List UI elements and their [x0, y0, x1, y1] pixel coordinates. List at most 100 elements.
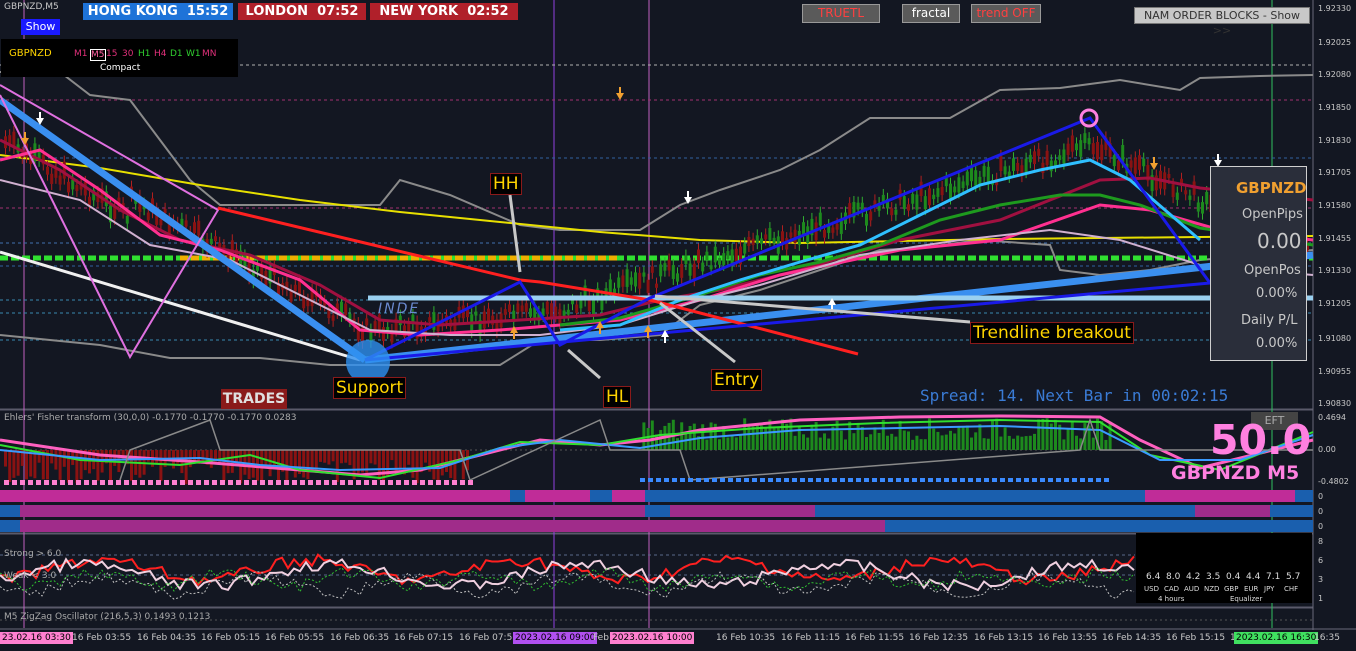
signal-arrow-down — [616, 87, 624, 100]
candle-body — [860, 202, 864, 212]
candle-body — [1175, 192, 1179, 200]
candle-body — [768, 228, 772, 241]
fisher-dot — [340, 480, 345, 485]
candle-body — [1188, 195, 1192, 200]
time-tick: 16 Feb 11:55 — [845, 633, 905, 643]
fisher-hist-bar — [1049, 423, 1053, 450]
currency-strength-meter — [1136, 533, 1312, 603]
time-tick: 16 Feb 10:35 — [716, 633, 776, 643]
fisher-hist-bar — [692, 423, 696, 450]
fisher-hist-bar — [739, 434, 742, 450]
fisher-dot — [1000, 478, 1005, 482]
band-tick: 0 — [1318, 492, 1324, 501]
candle-body — [1091, 143, 1095, 155]
fisher-signal-grey — [119, 417, 1313, 482]
price-tick: 1.91830 — [1318, 136, 1352, 145]
candle-body — [1184, 190, 1188, 195]
candle-body — [1205, 191, 1209, 205]
truetl-button[interactable]: TRUETL — [802, 4, 880, 23]
price-tick: 1.91080 — [1318, 334, 1352, 343]
fisher-hist-bar — [827, 438, 831, 450]
chart-symbol-title: GBPNZD,M5 — [4, 2, 59, 12]
fisher-hist-bar — [1024, 436, 1028, 450]
fisher-hist-bar — [348, 450, 352, 466]
fisher-hist-bar — [155, 450, 159, 465]
fisher-hist-bar — [722, 425, 726, 450]
timeframe-m1[interactable]: M1 — [74, 49, 88, 59]
fisher-hist-bar — [327, 450, 331, 465]
support-circle — [346, 340, 390, 384]
fisher-dot — [856, 478, 861, 482]
candle-body — [781, 231, 784, 245]
fisher-hist-bar — [1016, 435, 1020, 450]
fisher-line-pink — [0, 414, 1314, 477]
fisher-dot — [460, 480, 465, 485]
fisher-level-tick: -0.4802 — [1318, 477, 1349, 486]
timeframe-mn[interactable]: MN — [202, 49, 217, 59]
timeframe-w1[interactable]: W1 — [186, 49, 201, 59]
fisher-hist-bar — [335, 450, 339, 483]
time-tick: 23.02.16 03:30 — [0, 632, 73, 644]
fisher-hist-bar — [697, 436, 700, 450]
show-button[interactable]: Show — [21, 19, 60, 35]
fisher-hist-bar — [323, 450, 327, 463]
fisher-dot — [60, 480, 65, 485]
candle-body — [1016, 162, 1020, 171]
candle-body — [268, 267, 272, 284]
candle-body — [1066, 143, 1070, 155]
fisher-dot — [1080, 478, 1085, 482]
candle-body — [8, 135, 12, 146]
time-tick: 16 Feb 15:15 — [1166, 633, 1226, 643]
strength-currency: GBP — [1224, 585, 1239, 593]
candle-body — [117, 197, 121, 207]
candle-body — [1045, 150, 1049, 165]
fisher-hist-bar — [911, 439, 915, 450]
fisher-dot — [92, 480, 97, 485]
fisher-dot — [444, 480, 449, 485]
fisher-dot — [348, 480, 353, 485]
nam-order-blocks-button[interactable]: NAM ORDER BLOCKS - Show >> — [1134, 7, 1310, 37]
candle-body — [890, 208, 894, 216]
candle-body — [999, 155, 1003, 171]
candle-body — [1104, 137, 1108, 150]
trend-toggle-button[interactable]: trend OFF — [971, 4, 1041, 23]
signal-band-segment — [645, 505, 670, 517]
strength-level-tick: 1 — [1318, 594, 1324, 603]
timeframe-h1[interactable]: H1 — [138, 49, 151, 59]
fractal-button[interactable]: fractal — [902, 4, 960, 23]
trades-button[interactable]: TRADES — [221, 389, 287, 409]
candle-body — [1138, 155, 1141, 170]
label-entry: Entry — [711, 369, 763, 391]
timeframe-m5[interactable]: M5 — [90, 49, 106, 61]
fisher-dot — [840, 478, 845, 482]
fisher-dot — [928, 478, 933, 482]
timeframe-15[interactable]: 15 — [106, 49, 118, 59]
fisher-dot — [44, 480, 49, 485]
eft-button[interactable]: EFT — [1251, 412, 1298, 430]
fisher-dot — [188, 480, 193, 485]
candle-body — [986, 166, 990, 185]
candle-body — [1003, 166, 1007, 175]
candle-body — [932, 194, 936, 200]
price-tick: 1.91205 — [1318, 299, 1352, 308]
fisher-level-tick: 0.4694 — [1318, 413, 1346, 422]
strength-value: 3.5 — [1206, 572, 1221, 582]
timeframe-30[interactable]: 30 — [122, 49, 134, 59]
signal-arrow-down — [1214, 154, 1222, 167]
timeframe-h4[interactable]: H4 — [154, 49, 167, 59]
timeframe-d1[interactable]: D1 — [170, 49, 183, 59]
strength-value: 6.4 — [1146, 572, 1161, 582]
time-tick: 16 Feb 07:15 — [394, 633, 454, 643]
fisher-hist-bar — [1062, 439, 1066, 450]
fisher-hist-bar — [193, 450, 196, 463]
fisher-hist-bar — [264, 450, 268, 467]
band-tick: 0 — [1318, 522, 1324, 531]
fisher-hist-bar — [856, 423, 860, 450]
compact-toggle[interactable]: Compact — [100, 63, 141, 73]
fisher-hist-bar — [886, 435, 889, 450]
candle-body — [545, 301, 549, 315]
candle-body — [667, 259, 671, 271]
fisher-hist-bar — [1020, 436, 1024, 450]
fisher-hist-bar — [751, 426, 755, 450]
